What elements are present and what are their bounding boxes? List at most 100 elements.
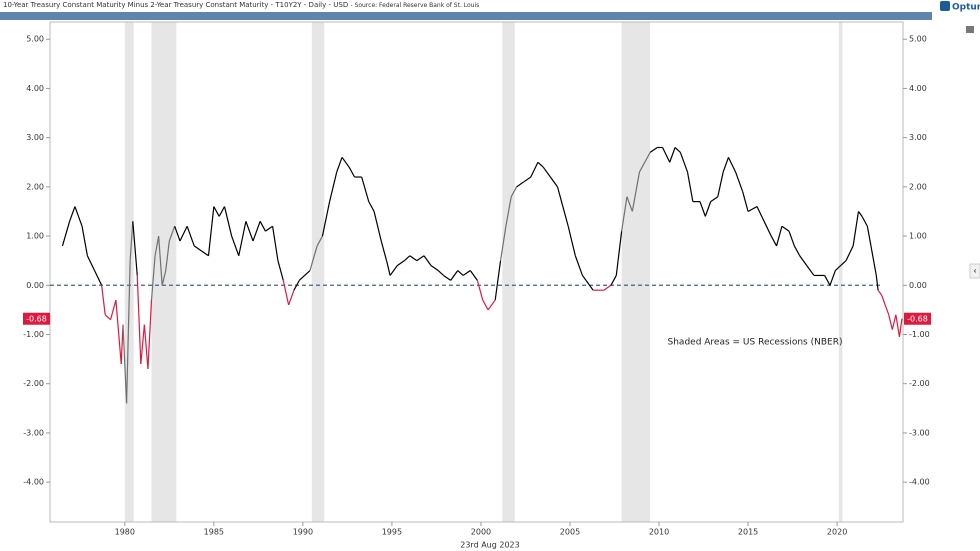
line-segment <box>86 255 96 271</box>
line-segment <box>132 221 138 276</box>
line-segment <box>585 280 594 291</box>
line-segment <box>207 206 215 256</box>
line-segment <box>252 221 261 242</box>
side-toggle[interactable] <box>969 263 980 279</box>
line-segment <box>669 147 676 163</box>
line-segment <box>788 230 795 247</box>
line-segment <box>523 176 532 183</box>
x-tick-label: 1990 <box>293 528 313 537</box>
line-segment <box>770 235 778 247</box>
line-segment <box>875 275 879 291</box>
line-segment <box>61 221 71 247</box>
last-value-box <box>904 312 931 325</box>
line-segment <box>165 240 170 271</box>
recession-band <box>621 22 651 522</box>
x-tick-label: 1995 <box>382 528 402 537</box>
line-segment <box>462 270 471 276</box>
y-tick-label: 4.00 <box>26 84 44 93</box>
line-segment <box>469 270 478 281</box>
line-segment <box>542 166 551 178</box>
line-segment <box>866 226 872 247</box>
line-segment <box>140 324 145 365</box>
y-tick-label: -3.00 <box>909 428 930 437</box>
brand-icon <box>940 1 950 11</box>
line-segment <box>389 265 398 276</box>
line-segment <box>494 260 502 301</box>
source: - Source: Federal Reserve Bank of St. Lo… <box>350 2 479 9</box>
line-segment <box>272 226 279 261</box>
line-segment <box>316 235 323 247</box>
line-segment <box>888 314 893 330</box>
line-segment <box>430 265 439 272</box>
line-segment <box>615 231 623 276</box>
line-segment <box>877 289 883 296</box>
line-segment <box>154 235 160 256</box>
y-tick-label: 3.00 <box>909 133 927 142</box>
line-segment <box>223 206 233 237</box>
line-segment <box>179 225 188 242</box>
line-segment <box>626 196 633 212</box>
y-tick-label: -2.00 <box>23 379 44 388</box>
line-segment <box>870 245 877 276</box>
line-segment <box>516 181 525 188</box>
line-segment <box>403 255 411 262</box>
line-segment <box>845 245 854 261</box>
line-segment <box>763 221 772 237</box>
line-segment <box>662 147 671 163</box>
line-segment <box>852 211 860 247</box>
navigator-strip[interactable] <box>0 12 932 20</box>
line-segment <box>259 221 267 232</box>
plot-area: 5.00 5.00 4.00 4.00 3.00 3.00 2.00 2.00 1.00 1.00… <box>23 21 931 537</box>
y-tick-label: -3.00 <box>23 428 44 437</box>
line-segment <box>450 270 459 281</box>
line-segment <box>193 245 202 252</box>
line-segment <box>603 284 612 291</box>
line-segment <box>567 226 576 256</box>
line-segment <box>380 240 388 261</box>
line-segment <box>621 196 628 232</box>
x-tick-label: 2010 <box>649 528 669 537</box>
line-segment <box>631 171 641 212</box>
line-segment <box>735 171 744 192</box>
line-segment <box>562 206 569 227</box>
line-segment <box>265 225 273 232</box>
y-tick-label: 1.00 <box>909 232 927 241</box>
line-segment <box>649 146 658 153</box>
line-segment <box>727 157 737 173</box>
line-segment <box>238 221 247 256</box>
date-label: 23rd Aug 2023 <box>460 541 519 550</box>
side-toggle-arrow[interactable]: ‹ <box>973 267 977 277</box>
line-segment <box>793 245 801 257</box>
line-segment <box>549 176 559 188</box>
line-segment <box>840 260 847 267</box>
line-segment <box>722 157 730 173</box>
line-segment <box>781 225 790 232</box>
line-segment <box>231 235 240 256</box>
plot-frame <box>49 21 904 523</box>
line-segment <box>186 226 195 247</box>
line-segment <box>857 211 863 217</box>
line-segment <box>150 255 156 301</box>
line-segment <box>201 250 209 257</box>
line-segment <box>644 152 651 163</box>
line-segment <box>834 265 842 271</box>
line-segment <box>293 280 300 291</box>
line-segment <box>368 201 375 212</box>
line-segment <box>129 221 134 261</box>
title: 10-Year Treasury Constant Maturity Minus… <box>3 1 348 9</box>
line-segment <box>396 260 405 267</box>
y-tick-label: 5.00 <box>26 35 44 44</box>
lock-icon[interactable] <box>966 26 974 33</box>
line-segment <box>277 260 284 281</box>
line-segment <box>361 176 370 202</box>
line-segment <box>699 201 706 217</box>
line-segment <box>74 206 83 227</box>
line-segment <box>574 255 584 276</box>
x-tick-label: 1980 <box>115 528 135 537</box>
y-tick-label: 3.00 <box>26 133 44 142</box>
brand: Optuma <box>952 3 980 13</box>
line-segment <box>93 270 103 286</box>
recession-band <box>502 22 515 522</box>
line-segment <box>891 314 897 330</box>
